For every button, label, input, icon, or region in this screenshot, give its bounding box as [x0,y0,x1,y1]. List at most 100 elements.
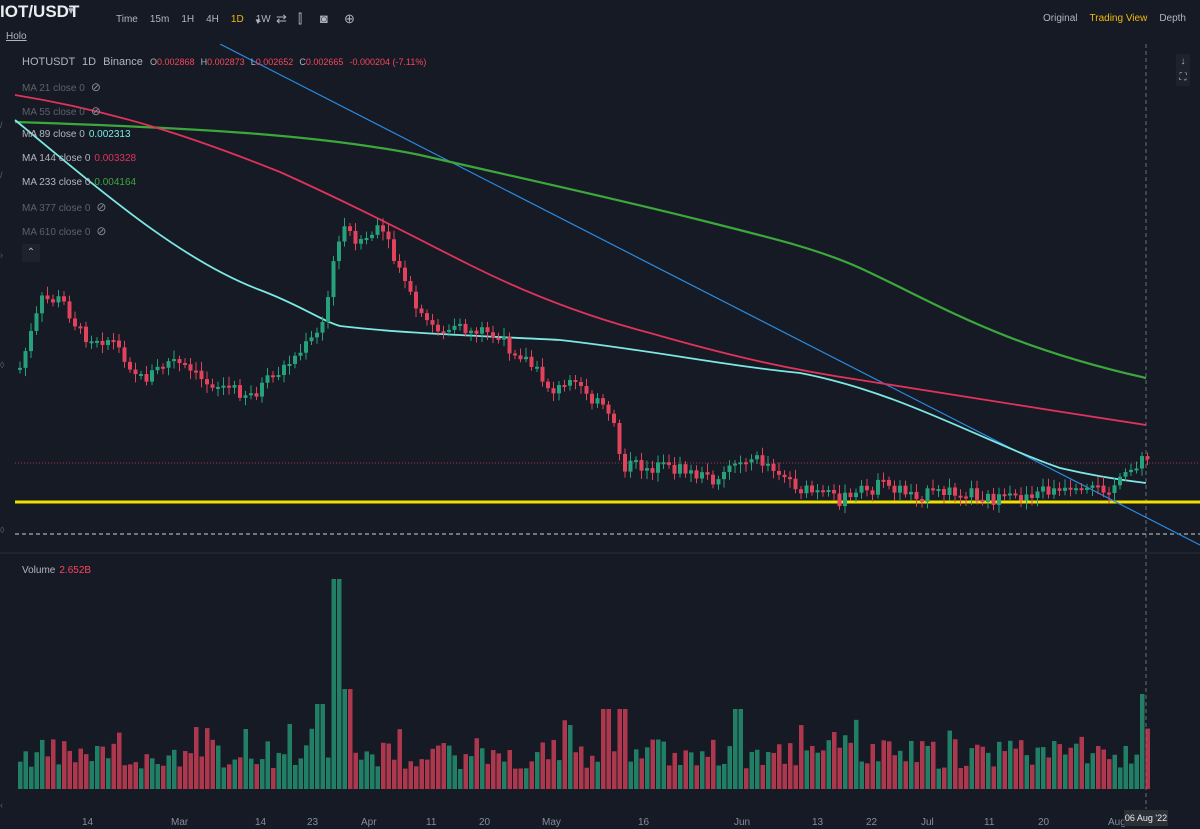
volume-bar [700,751,705,789]
volume-bar [936,768,941,789]
candle [672,464,677,474]
chart-legend: HOTUSDT 1D Binance O0.002868 H0.002873 L… [22,56,426,248]
volume-bar [293,764,298,789]
volume-bar [1046,757,1051,789]
interval-time[interactable]: Time [116,14,138,25]
volume-bar [826,740,831,789]
volume-bar [1085,763,1090,789]
interval-15m[interactable]: 15m [149,14,170,25]
interval-4h[interactable]: 4H [206,14,219,25]
volume-bar [348,689,353,789]
ma233-value: 0.004164 [94,177,137,188]
volume-bar [1052,740,1057,789]
visibility-icon[interactable]: ⊘ [96,224,107,238]
candle [161,366,165,369]
ma233-row[interactable]: MA 233 close 0 0.004164 [22,177,137,188]
volume-bar [799,725,804,789]
x-tick-label: 20 [479,817,491,828]
ma21-row[interactable]: MA 21 close 0 ⊘ [22,80,101,94]
volume-bar [485,763,490,789]
candle [458,323,462,326]
ma233-line [14,120,1147,380]
pair-title[interactable]: IOT/USDT [0,2,80,21]
volume-bar [606,709,611,789]
interval-1w[interactable]: 1W [255,14,271,25]
candle [364,238,369,241]
tab-trading-view[interactable]: Trading View [1089,13,1148,24]
volume-bar [265,741,270,789]
volume-bar [843,735,848,789]
volume-bar [249,758,254,789]
volume-bar [144,754,149,789]
tab-original[interactable]: Original [1043,13,1078,24]
candle [1068,487,1073,490]
candles-icon[interactable]: ⫿ [298,11,303,26]
candle [755,455,759,460]
volume-bar [980,746,985,789]
candle [386,231,391,240]
volume-bar [1008,740,1013,789]
ma377-row[interactable]: MA 377 close 0 ⊘ [22,200,107,214]
volume-bar [931,741,936,789]
volume-bar [518,768,523,789]
interval-1d[interactable]: 1D [230,14,244,25]
close-value: 0.002665 [305,57,344,67]
volume-bar [386,743,391,789]
fullscreen-icon[interactable]: ⛶ [1176,70,1190,86]
camera-icon[interactable]: ◙ [320,11,328,26]
visibility-icon[interactable]: ⊘ [90,80,101,94]
low-value: 0.002652 [255,57,294,67]
more-intervals-icon[interactable]: ▼ [254,17,262,26]
volume-bar [469,756,474,789]
ma89-value: 0.002313 [88,129,131,140]
volume-bar [183,750,188,789]
candle [331,261,336,298]
ma89-row[interactable]: MA 89 close 0 0.002313 [22,129,131,140]
volume-bar [480,748,485,789]
candle [936,489,941,492]
volume-bar [282,754,287,789]
candle [711,474,715,485]
indicators-icon[interactable]: ⇄ [276,11,287,26]
add-icon[interactable]: ⊕ [344,11,355,26]
visibility-icon[interactable]: ⊘ [96,200,107,214]
candle [436,324,440,332]
candle [909,491,913,495]
volume-bar [73,762,78,789]
crosshair-date-label: 06 Aug '22 [1124,810,1168,826]
asset-name-link[interactable]: Holo [6,31,27,42]
volume-bar [639,758,644,789]
volume-bar [1101,749,1106,789]
volume-bar [876,761,881,789]
candle [287,363,292,366]
volume-bar [705,756,710,789]
candle [568,380,572,386]
visibility-icon[interactable]: ⊘ [90,104,101,118]
price-chart[interactable]: 14 Mar 14 23 Apr 11 20 May 16 Jun 13 22 … [0,44,1200,829]
candle [667,462,671,465]
volume-bar [1013,748,1018,789]
candle [947,487,952,495]
candle [463,323,468,334]
volume-bar [271,768,276,789]
ma55-row[interactable]: MA 55 close 0 ⊘ [22,104,101,118]
ma610-row[interactable]: MA 610 close 0 ⊘ [22,224,107,238]
ma144-row[interactable]: MA 144 close 0 0.003328 [22,153,137,164]
volume-bar [645,747,650,789]
tab-depth[interactable]: Depth [1159,13,1186,24]
volume-bar [342,689,347,789]
volume-bar [1090,753,1095,789]
collapse-legend-button[interactable]: ⌃ [22,244,40,262]
pair-dropdown-icon[interactable]: ▼ [66,6,76,17]
candle [562,385,567,388]
candle [1085,487,1089,490]
candle [969,488,974,498]
interval-1h[interactable]: 1H [181,14,195,25]
candle [892,485,897,493]
scroll-down-icon[interactable]: ↓ [1176,54,1190,70]
volume-bar [51,739,56,789]
volume-bar [744,768,749,789]
volume-bar [188,753,193,789]
volume-bar [166,755,171,789]
candle [716,479,721,485]
